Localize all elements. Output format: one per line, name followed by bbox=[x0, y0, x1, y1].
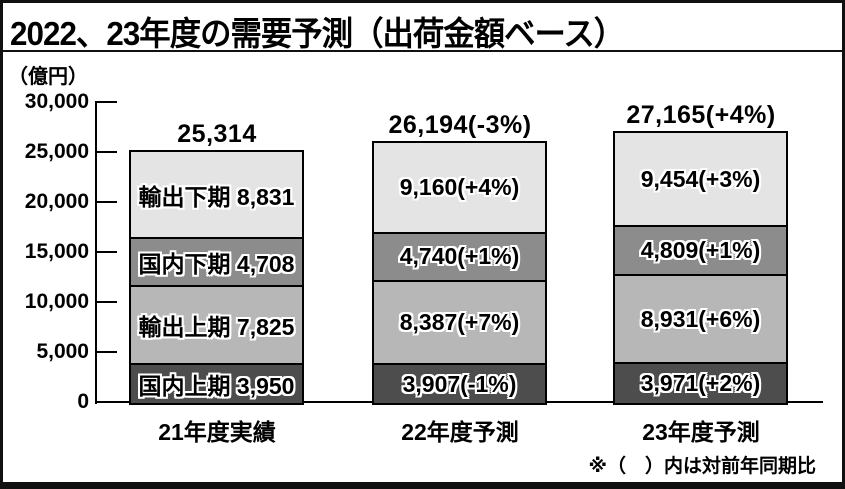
bar-segment-輸出上期: 8,387(+7%) bbox=[374, 279, 545, 364]
y-axis-unit-label: （億円） bbox=[8, 66, 88, 88]
bar-segment-輸出下期: 9,160(+4%) bbox=[374, 143, 545, 232]
y-axis-tick-label: 15,000 bbox=[24, 240, 89, 263]
chart-footnote: ※（ ）内は対前年同期比 bbox=[588, 456, 816, 477]
x-axis-category-label: 23年度予測 bbox=[642, 419, 760, 445]
bar-segment-輸出下期: 9,454(+3%) bbox=[615, 133, 786, 226]
bar-total-label: 25,314 bbox=[177, 119, 257, 148]
y-axis-tick bbox=[96, 151, 117, 153]
bar-segment-label: 3,971(+2%) bbox=[640, 370, 761, 397]
bar-segment-輸出上期: 8,931(+6%) bbox=[615, 273, 786, 363]
bar-segment-国内上期: 国内上期 3,950 bbox=[131, 362, 302, 403]
bar-segment-輸出下期: 輸出下期 8,831 bbox=[131, 151, 302, 238]
bar-segment-国内上期: 3,907(-1%) bbox=[374, 363, 545, 403]
y-axis-tick-label: 30,000 bbox=[24, 90, 89, 113]
bar-segment-国内下期: 4,740(+1%) bbox=[374, 231, 545, 280]
stacked-bar: 輸出下期 8,831 国内下期 4,708 輸出上期 7,825 国内上期 3,950 bbox=[129, 149, 304, 405]
bar-segment-label: 国内上期 3,950 bbox=[138, 372, 295, 399]
bar-segment-label: 9,454(+3%) bbox=[640, 165, 761, 192]
y-axis-tick bbox=[96, 251, 117, 253]
y-axis-tick bbox=[96, 301, 117, 303]
x-axis-category-label: 21年度実績 bbox=[158, 419, 276, 445]
y-axis-tick bbox=[96, 351, 117, 353]
y-axis-tick bbox=[96, 101, 117, 103]
y-axis-tick-label: 25,000 bbox=[24, 140, 89, 163]
y-axis-tick-label: 20,000 bbox=[24, 190, 89, 213]
x-axis-category-label: 22年度予測 bbox=[401, 419, 519, 445]
bar-total-label: 26,194(-3%) bbox=[388, 111, 532, 140]
bar-segment-label: 8,931(+6%) bbox=[640, 305, 761, 332]
bar-segment-label: 4,809(+1%) bbox=[640, 236, 761, 263]
bar-segment-輸出上期: 輸出上期 7,825 bbox=[131, 284, 302, 363]
y-axis-tick bbox=[96, 201, 117, 203]
chart-title: 2022、23年度の需要予測（出荷金額ベース） bbox=[10, 15, 625, 52]
bar-segment-label: 9,160(+4%) bbox=[399, 173, 520, 200]
stacked-bar: 9,454(+3%) 4,809(+1%) 8,931(+6%) 3,971(+2%) bbox=[613, 131, 788, 405]
bar-segment-label: 8,387(+7%) bbox=[399, 308, 520, 335]
bar-segment-label: 4,740(+1%) bbox=[399, 243, 520, 270]
bar-total-label: 27,165(+4%) bbox=[626, 101, 776, 130]
bar-segment-label: 輸出下期 8,831 bbox=[138, 183, 295, 210]
stacked-bar: 9,160(+4%) 4,740(+1%) 8,387(+7%) 3,907(-1%) bbox=[372, 141, 547, 405]
bar-segment-label: 3,907(-1%) bbox=[402, 370, 517, 397]
y-axis-tick-label: 0 bbox=[77, 390, 89, 413]
bar-segment-label: 国内下期 4,708 bbox=[138, 251, 295, 278]
bar-segment-label: 輸出上期 7,825 bbox=[138, 313, 295, 340]
bar-segment-国内下期: 国内下期 4,708 bbox=[131, 237, 302, 285]
title-underline bbox=[3, 50, 842, 52]
y-axis-tick-label: 5,000 bbox=[36, 340, 89, 363]
y-axis-tick-label: 10,000 bbox=[24, 290, 89, 313]
bar-segment-国内上期: 3,971(+2%) bbox=[615, 362, 786, 403]
bar-segment-国内下期: 4,809(+1%) bbox=[615, 225, 786, 274]
